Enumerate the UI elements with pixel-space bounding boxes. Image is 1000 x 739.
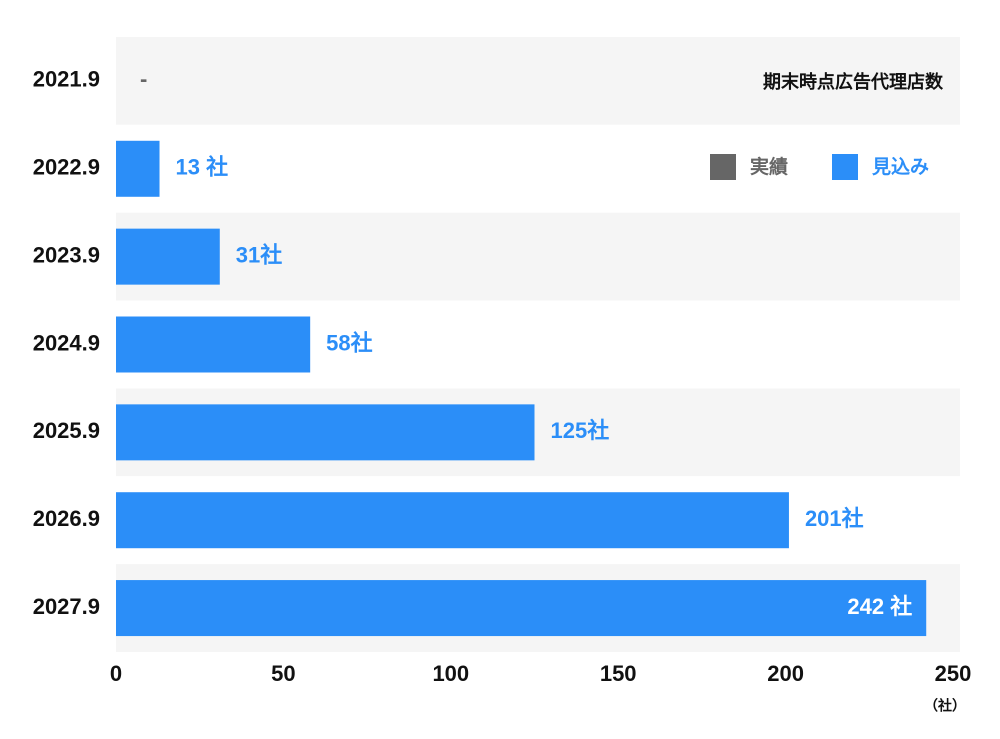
value-label: 125社	[551, 418, 610, 443]
x-tick-label: 50	[271, 661, 295, 686]
value-label: 201社	[805, 506, 864, 531]
bar	[116, 140, 160, 197]
unit-label: （社）	[924, 698, 966, 714]
y-tick-label: 2025.9	[33, 418, 100, 443]
value-label: 31社	[236, 242, 282, 267]
bar	[116, 228, 220, 285]
x-tick-label: 250	[935, 661, 972, 686]
legend-label: 実績	[750, 155, 788, 178]
x-tick-label: 100	[432, 661, 469, 686]
x-tick-label: 0	[110, 661, 122, 686]
y-tick-label: 2022.9	[33, 155, 100, 180]
x-tick-label: 150	[600, 661, 637, 686]
bar	[116, 404, 535, 461]
row-band	[116, 37, 960, 125]
value-label: 242 社	[847, 594, 912, 619]
value-label: -	[140, 67, 147, 92]
bar	[116, 580, 927, 637]
bar	[116, 492, 789, 549]
bar	[116, 316, 311, 373]
value-label: 58社	[326, 330, 372, 355]
y-tick-label: 2027.9	[33, 594, 100, 619]
legend-swatch	[832, 154, 858, 180]
x-tick-label: 200	[767, 661, 804, 686]
y-tick-label: 2023.9	[33, 242, 100, 267]
value-label: 13 社	[176, 155, 229, 180]
legend-label: 見込み	[872, 156, 929, 178]
row-band	[116, 212, 960, 301]
legend-swatch	[710, 154, 736, 180]
y-tick-label: 2026.9	[33, 506, 100, 531]
y-tick-label: 2021.9	[33, 67, 100, 92]
row-band	[116, 124, 960, 213]
y-tick-label: 2024.9	[33, 330, 100, 355]
chart-title: 期末時点広告代理店数	[763, 71, 944, 92]
